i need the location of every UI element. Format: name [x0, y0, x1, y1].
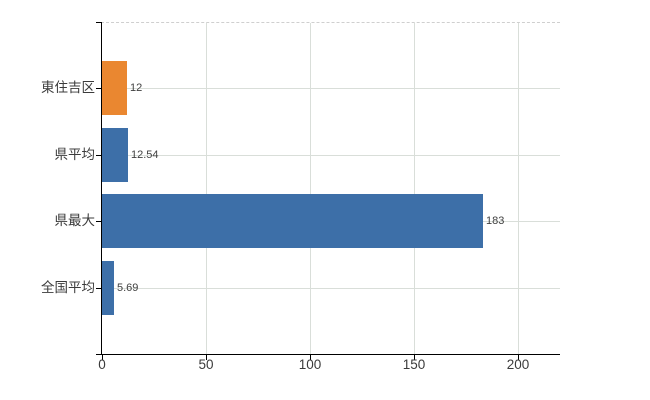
h-gridline [102, 88, 560, 89]
y-axis-label: 県平均 [54, 147, 96, 162]
y-axis-tick [96, 22, 101, 23]
x-axis-tick [310, 355, 311, 360]
y-axis-tick [96, 88, 101, 89]
x-axis-tick [102, 355, 103, 360]
h-gridline [102, 155, 560, 156]
v-gridline [310, 23, 311, 354]
x-axis-tick [414, 355, 415, 360]
x-axis-tick-label: 50 [198, 357, 214, 372]
x-axis-tick-label: 150 [402, 357, 426, 372]
y-axis-label: 東住吉区 [41, 80, 95, 95]
y-axis-label: 全国平均 [41, 280, 95, 295]
v-gridline [206, 23, 207, 354]
bar [102, 128, 128, 182]
bar-value-label: 183 [486, 215, 505, 227]
y-axis-line [101, 22, 102, 354]
bar-value-label: 5.69 [117, 282, 139, 294]
x-axis-tick [518, 355, 519, 360]
y-axis-tick [96, 288, 101, 289]
y-axis-label: 県最大 [54, 213, 96, 228]
v-gridline [414, 23, 415, 354]
bar-value-label: 12.54 [131, 149, 159, 161]
bar [102, 261, 114, 315]
plot-top-border [101, 22, 560, 23]
bar [102, 61, 127, 115]
y-axis-tick [96, 155, 101, 156]
h-gridline [102, 288, 560, 289]
bar [102, 194, 483, 248]
v-gridline [518, 23, 519, 354]
x-axis-tick-label: 200 [506, 357, 530, 372]
y-axis-tick [96, 221, 101, 222]
bar-value-label: 12 [130, 82, 143, 94]
x-axis-tick [206, 355, 207, 360]
x-axis-tick-label: 100 [298, 357, 322, 372]
x-axis-line [96, 354, 560, 355]
x-axis-tick-label: 0 [98, 357, 106, 372]
